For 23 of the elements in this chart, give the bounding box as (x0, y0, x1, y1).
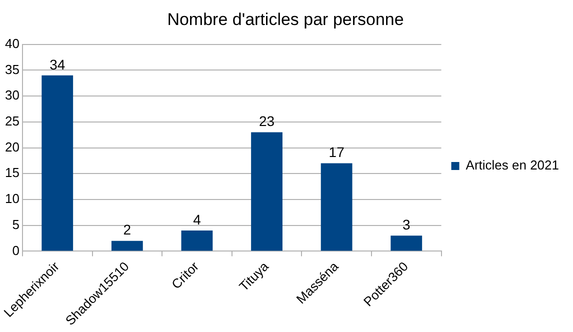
bar (390, 236, 422, 251)
y-tick-label: 10 (4, 191, 20, 206)
legend-label: Articles en 2021 (466, 158, 560, 173)
y-tick-label: 40 (4, 36, 20, 51)
data-label: 3 (402, 216, 410, 233)
y-tick-label: 5 (12, 216, 20, 232)
bar (42, 75, 74, 251)
y-tick-label: 35 (4, 62, 20, 77)
y-tick-label: 20 (4, 139, 20, 154)
data-label: 34 (50, 56, 66, 72)
bar (320, 163, 352, 251)
data-label: 17 (328, 144, 345, 160)
data-label: 23 (258, 113, 275, 130)
bar (181, 230, 213, 251)
chart-title: Nombre d'articles par personne (167, 10, 404, 29)
bar (251, 132, 282, 251)
data-label: 2 (123, 222, 132, 238)
y-tick-label: 15 (4, 165, 20, 180)
bar (111, 240, 143, 251)
y-tick-label: 25 (4, 114, 20, 129)
y-tick-label: 30 (4, 88, 20, 103)
data-label: 4 (193, 211, 202, 228)
y-tick-label: 0 (12, 242, 20, 258)
